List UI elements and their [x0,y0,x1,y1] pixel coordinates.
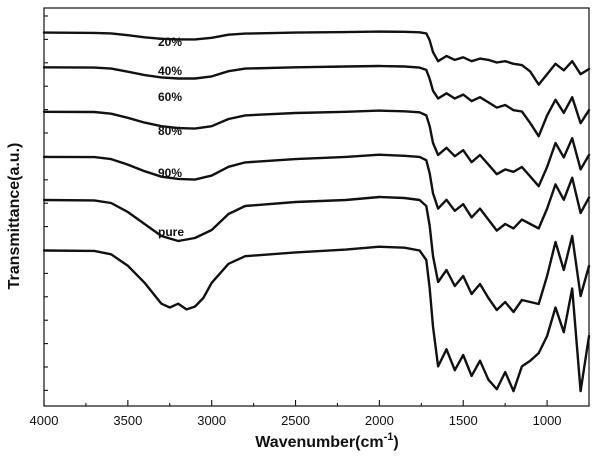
series-line-pure [42,245,591,393]
series-line-60pct [42,109,591,188]
y-axis-title: Transmittance(a.u.) [6,143,23,290]
series-label: 20% [158,35,182,49]
x-tick-label: 2500 [281,413,310,428]
series-label: 40% [158,64,182,78]
series-label: 80% [158,124,182,138]
x-tick-label: 2000 [365,413,394,428]
series-line-20pct [42,30,591,86]
series-labels: 20% 40% 60% 80% 90% pure [158,35,184,239]
series-lines [42,30,591,393]
series-label: 90% [158,166,182,180]
x-tick-label: 1500 [449,413,478,428]
x-axis-title: Wavenumber(cm-1) [255,431,398,451]
series-label: pure [158,225,184,239]
x-axis: 4000 3500 3000 2500 2000 1500 1000 [30,400,562,428]
series-label: 60% [158,90,182,104]
x-tick-label: 4000 [30,413,59,428]
series-line-40pct [42,64,591,138]
series-line-90pct [42,195,591,314]
series-line-80pct [42,153,591,232]
plot-frame [43,7,590,407]
x-tick-label: 3500 [113,413,142,428]
x-tick-label: 3000 [197,413,226,428]
x-tick-label: 1000 [533,413,562,428]
